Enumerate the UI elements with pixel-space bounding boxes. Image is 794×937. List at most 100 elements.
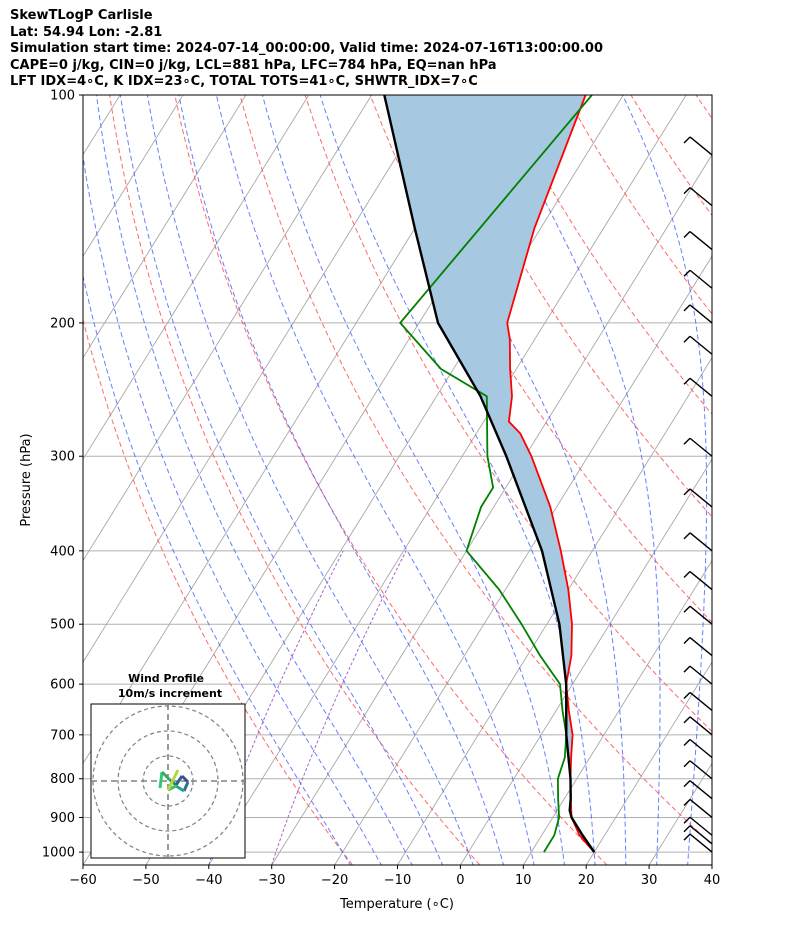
y-tick-label: 400	[50, 544, 75, 559]
wind-barb	[689, 269, 713, 289]
wind-barb	[689, 780, 713, 800]
wind-barb	[689, 136, 713, 156]
moist-adiabat	[215, 95, 535, 865]
wind-barb-flag	[683, 437, 691, 445]
y-tick-label: 600	[50, 678, 75, 693]
wind-profile-inset: Wind Profile 10m/s increment	[90, 672, 246, 859]
parcel-line	[383, 95, 596, 853]
wind-barb-flag	[683, 833, 691, 841]
y-tick-label: 300	[50, 450, 75, 465]
isotherm	[585, 661, 712, 865]
wind-barb-flag	[683, 377, 691, 385]
wind-barb	[689, 335, 713, 355]
dry-adiabat	[174, 95, 608, 865]
wind-barb-flag	[683, 335, 691, 343]
mixing-ratio-line	[271, 550, 407, 865]
wind-barb-flag	[683, 136, 691, 144]
wind-barb	[689, 187, 713, 207]
y-tick-label: 900	[50, 811, 75, 826]
wind-barb	[689, 437, 713, 457]
moist-adiabat	[261, 95, 566, 865]
cape-cin-fill	[384, 95, 595, 853]
isotherm	[397, 356, 712, 865]
wind-barb-flag	[683, 269, 691, 277]
x-tick-label: −50	[132, 873, 159, 888]
dry-adiabat	[83, 317, 353, 865]
x-axis-label: Temperature (∘C)	[339, 897, 454, 912]
wind-barb-flag	[683, 825, 691, 833]
wind-barb-flag	[683, 488, 691, 496]
wind-barb-flag	[683, 816, 691, 824]
x-tick-label: 0	[456, 873, 464, 888]
isotherm	[83, 95, 373, 562]
wind-barb	[689, 716, 713, 736]
wind-barb-flag	[683, 716, 691, 724]
dry-adiabat	[304, 95, 712, 733]
chart-title: SkewTLogP Carlisle	[10, 8, 153, 23]
wind-barb	[689, 760, 713, 780]
dry-adiabat	[109, 95, 481, 865]
wind-barb-flag	[683, 532, 691, 540]
wind-barb-flag	[683, 231, 691, 239]
dry-adiabat	[369, 95, 712, 624]
dry-adiabat	[761, 95, 794, 865]
x-tick-label: 40	[704, 873, 721, 888]
isotherm	[83, 95, 498, 765]
chart-header: SkewTLogP Carlisle Lat: 54.94 Lon: -2.81…	[10, 8, 603, 91]
hodograph-segment	[174, 775, 184, 786]
location-line: Lat: 54.94 Lon: -2.81	[10, 24, 163, 40]
isotherm	[83, 95, 310, 460]
wind-barb	[689, 738, 713, 759]
hodograph-segment	[175, 784, 185, 793]
index-line: LFT IDX=4∘C, K IDX=23∘C, TOTAL TOTS=41∘C…	[10, 74, 478, 89]
wind-barb	[689, 798, 713, 819]
isotherm	[83, 95, 435, 663]
cape-line: CAPE=0 j/kg, CIN=0 j/kg, LCL=881 hPa, LF…	[10, 57, 497, 73]
x-tick-label: −10	[384, 873, 411, 888]
time-line: Simulation start time: 2024-07-14_00:00:…	[10, 41, 603, 56]
dry-adiabat	[500, 95, 712, 415]
isotherm	[648, 762, 712, 865]
y-tick-label: 700	[50, 728, 75, 743]
x-tick-label: −20	[321, 873, 348, 888]
moist-adiabat	[119, 95, 444, 865]
hodograph-segment	[158, 771, 164, 789]
hodograph-segment	[182, 781, 190, 792]
dry-adiabat	[695, 95, 712, 120]
inset-title: Wind Profile	[128, 672, 204, 685]
isotherm	[522, 559, 712, 865]
wind-barb-flag	[683, 571, 691, 579]
dry-adiabat	[565, 95, 712, 315]
wind-barb-flag	[683, 637, 691, 645]
inset-subtitle: 10m/s increment	[118, 687, 222, 700]
y-axis-label: Pressure (hPa)	[19, 433, 34, 526]
moist-adiabat	[719, 95, 771, 867]
wind-barb-flag	[683, 304, 691, 312]
y-tick-label: 100	[50, 89, 75, 104]
wind-barb-flag	[683, 665, 691, 673]
wind-barb	[689, 571, 713, 591]
wind-barb	[689, 691, 713, 712]
wind-barb	[689, 488, 713, 508]
dewpoint-line	[399, 95, 593, 853]
isotherm	[334, 255, 712, 865]
isotherm	[271, 153, 712, 865]
y-tick-label: 200	[50, 316, 75, 331]
wind-barb-flag	[683, 691, 691, 699]
x-tick-label: 10	[515, 873, 532, 888]
y-tick-label: 1000	[42, 846, 75, 861]
wind-barb	[689, 605, 713, 625]
moist-adiabat	[146, 95, 474, 865]
moist-adiabat	[622, 95, 708, 865]
wind-barb	[689, 304, 713, 324]
wind-barb	[689, 636, 713, 657]
moist-adiabat	[178, 95, 505, 865]
hodograph-segment	[166, 769, 180, 791]
hodograph-segment	[160, 770, 172, 782]
wind-barb	[689, 230, 713, 251]
wind-barb	[689, 833, 713, 853]
x-tick-label: 30	[641, 873, 658, 888]
wind-barb-flag	[683, 798, 691, 806]
y-tick-label: 800	[50, 772, 75, 787]
